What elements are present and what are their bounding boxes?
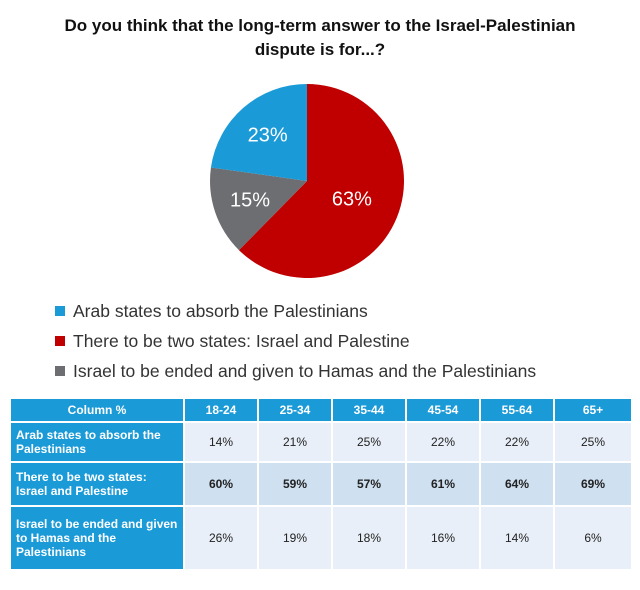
table-cell: 19% (257, 505, 333, 571)
column-header: 25-34 (257, 397, 333, 423)
pie-slice (210, 167, 307, 251)
row-header: There to be two states: Israel and Pales… (9, 461, 185, 507)
row-header: Israel to be ended and given to Hamas an… (9, 505, 185, 571)
column-header: 35-44 (331, 397, 407, 423)
table-cell: 69% (553, 461, 633, 507)
table-row: There to be two states: Israel and Pales… (9, 461, 633, 507)
legend-label-arab-states: Arab states to absorb the Palestinians (73, 300, 368, 321)
pie-chart: 63% 15% 23% (210, 84, 405, 278)
pie-slice (238, 84, 405, 278)
pie-slice (210, 84, 307, 181)
legend-label-two-states: There to be two states: Israel and Pales… (73, 330, 410, 351)
chart-legend: Arab states to absorb the Palestinians T… (55, 296, 536, 386)
legend-swatch-two-states (55, 336, 65, 346)
legend-item-arab-states: Arab states to absorb the Palestinians (55, 296, 536, 326)
column-header: 18-24 (183, 397, 259, 423)
table-corner-header: Column % (9, 397, 185, 423)
table-cell: 16% (405, 505, 481, 571)
table-cell: 57% (331, 461, 407, 507)
chart-title: Do you think that the long-term answer t… (64, 16, 576, 59)
table-cell: 14% (479, 505, 555, 571)
table-cell: 25% (331, 421, 407, 463)
crosstab-table: Column % 18-24 25-34 35-44 45-54 55-64 6… (9, 397, 633, 571)
table-row: Arab states to absorb the Palestinians 1… (9, 421, 633, 463)
table-cell: 14% (183, 421, 259, 463)
table-row: Israel to be ended and given to Hamas an… (9, 505, 633, 571)
legend-swatch-israel-ended (55, 366, 65, 376)
pie-data-label: 63% (332, 188, 372, 210)
table-cell: 22% (405, 421, 481, 463)
column-header: 65+ (553, 397, 633, 423)
row-header: Arab states to absorb the Palestinians (9, 421, 185, 463)
pie-data-label: 23% (248, 125, 288, 147)
legend-item-israel-ended: Israel to be ended and given to Hamas an… (55, 356, 536, 386)
legend-label-israel-ended: Israel to be ended and given to Hamas an… (73, 360, 537, 381)
table-cell: 60% (183, 461, 259, 507)
column-header: 55-64 (479, 397, 555, 423)
column-header: 45-54 (405, 397, 481, 423)
table-cell: 25% (553, 421, 633, 463)
table-cell: 61% (405, 461, 481, 507)
table-cell: 64% (479, 461, 555, 507)
table-cell: 59% (257, 461, 333, 507)
legend-item-two-states: There to be two states: Israel and Pales… (55, 326, 536, 356)
table-header-row: Column % 18-24 25-34 35-44 45-54 55-64 6… (9, 397, 633, 423)
table-cell: 26% (183, 505, 259, 571)
table-cell: 21% (257, 421, 333, 463)
table-cell: 18% (331, 505, 407, 571)
table-cell: 22% (479, 421, 555, 463)
table-cell: 6% (553, 505, 633, 571)
pie-data-label: 15% (230, 189, 270, 211)
legend-swatch-arab-states (55, 306, 65, 316)
